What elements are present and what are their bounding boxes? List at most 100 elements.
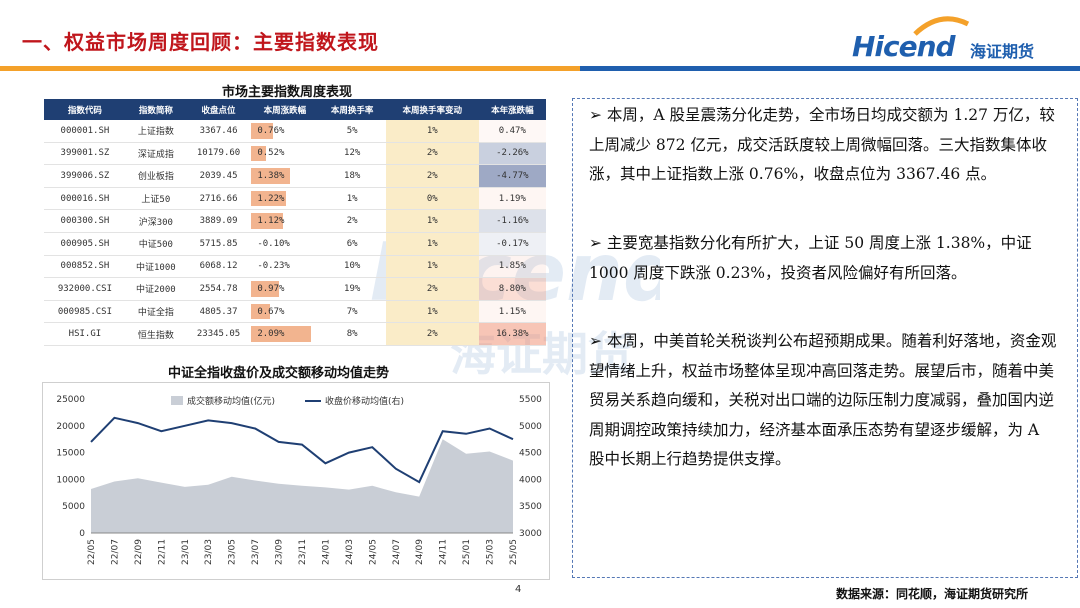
cell-close-value: 3367.46 [199,125,238,136]
x-tick-label: 25/03 [486,539,496,565]
cell-turnover: 6% [318,232,386,256]
cell-close: 4805.37 [185,300,252,324]
cell-turnover: 19% [318,277,386,301]
cell-turnover-value: 10% [344,261,361,272]
cell-code: 000001.SH [44,120,126,143]
cell-turnover-value: 6% [346,238,358,249]
cell-code-value: 000985.CSI [57,306,113,317]
cell-code-value: HSI.GI [68,329,102,340]
cell-turnover-chg: 2% [385,277,479,301]
cell-name: 上证指数 [125,120,186,143]
page-number: 4 [515,584,522,595]
cell-code-value: 000016.SH [60,193,110,204]
cell-week-chg-value: 1.22% [257,193,285,204]
y-right-tick-label: 3000 [519,529,542,539]
cell-turnover-chg-value: 1% [426,306,438,317]
week-chg-bar [251,326,312,342]
cell-turnover-chg: 0% [385,187,479,211]
cell-turnover-chg-value: 2% [426,170,438,181]
week-chg-bar [251,145,267,162]
cell-name-value: 沪深300 [138,217,173,228]
cell-close-value: 23345.05 [196,329,241,340]
cell-ytd: 16.38% [478,322,546,346]
cell-code: 000985.CSI [44,300,126,324]
cell-turnover: 8% [318,322,386,346]
cell-code: 399006.SZ [44,164,126,188]
x-tick-label: 23/09 [275,539,285,565]
cell-turnover-chg-value: 2% [426,148,438,159]
cell-turnover-chg-value: 1% [426,216,438,227]
cell-week-chg: 1.38% [251,164,319,188]
col-code: 指数代码 [44,99,126,120]
x-tick-label: 24/07 [392,539,402,565]
col-turnover: 本周换手率 [318,99,386,120]
cell-ytd: 0.47% [478,120,546,143]
cell-week-chg-value: -0.10% [257,238,290,249]
cell-name: 创业板指 [125,164,186,188]
cell-code-value: 932000.CSI [57,283,113,294]
week-chg-bar [251,123,274,139]
table-row: 399006.SZ 创业板指 2039.45 1.38% 18% 2% -4.77% [44,164,546,188]
cell-name: 中证500 [125,232,186,256]
commentary-paragraph-2: ➢ 主要宽基指数分化有所扩大，上证 50 周度上涨 1.38%，中证 1000 … [589,234,1032,282]
cell-name-value: 中证500 [138,240,173,251]
legend-area-swatch [171,396,183,405]
cell-ytd-value: 16.38% [496,329,529,340]
cell-week-chg-value: 0.97% [257,283,285,294]
cell-ytd: -1.16% [478,209,546,233]
cell-week-chg: 1.22% [251,187,319,211]
col-close: 收盘点位 [185,99,252,120]
cell-turnover: 10% [318,255,386,279]
cell-turnover-chg: 1% [385,300,479,324]
table-row: 000016.SH 上证50 2716.66 1.22% 1% 0% 1.19% [44,187,546,211]
cell-code-value: 399006.SZ [60,170,110,181]
x-tick-label: 24/11 [439,539,449,565]
x-tick-label: 22/09 [134,539,144,565]
x-tick-label: 24/09 [415,539,425,565]
cell-name: 中证1000 [125,255,186,279]
table-row: 000300.SH 沪深300 3889.09 1.12% 2% 1% -1.16% [44,209,546,233]
cell-week-chg-value: 1.12% [257,216,285,227]
cell-turnover-chg: 2% [385,164,479,188]
cell-name-value: 中证1000 [135,262,176,273]
series-close-line [90,416,514,484]
cell-turnover-chg: 1% [385,120,479,143]
x-tick-label: 22/07 [110,539,120,565]
y-left-tick-label: 5000 [62,502,85,512]
x-tick-label: 24/03 [345,539,355,565]
week-chg-bar [251,213,284,229]
y-right-tick-label: 5000 [519,422,542,432]
cell-turnover: 7% [318,300,386,324]
week-chg-bar [251,168,291,184]
y-right-tick-label: 5500 [519,395,542,405]
cell-close: 5715.85 [185,232,252,256]
cell-name: 中证全指 [125,300,186,324]
cell-ytd-value: 1.19% [498,193,526,204]
cell-ytd-value: 0.47% [498,125,526,136]
cell-close: 6068.12 [185,255,252,279]
x-tick-label: 23/07 [251,539,261,565]
logo-brand: Hicend [852,30,956,63]
col-week-chg: 本周涨跌幅 [251,99,319,120]
cell-ytd-value: 1.15% [498,306,526,317]
cell-code: 932000.CSI [44,277,126,301]
cell-name-value: 中证全指 [137,308,174,319]
x-tick-label: 23/11 [298,539,308,565]
cell-name-value: 创业板指 [137,172,174,183]
week-chg-bar [251,303,271,320]
cell-turnover-chg-value: 1% [426,125,438,136]
cell-turnover-chg: 2% [385,142,479,166]
y-left-tick-label: 20000 [56,422,85,432]
cell-code: 000300.SH [44,209,126,233]
cell-code: 000852.SH [44,255,126,279]
x-tick-label: 22/11 [157,539,167,565]
header-divider-orange [0,66,580,71]
cell-week-chg: -0.10% [251,232,319,256]
cell-close-value: 2716.66 [199,193,238,204]
cell-week-chg-value: 0.76% [257,125,285,136]
table-row: 000985.CSI 中证全指 4805.37 0.67% 7% 1% 1.15% [44,300,546,324]
company-logo: Hicend 海证期货 [852,16,1062,68]
header-divider-blue [580,66,1080,71]
cell-name-value: 深证成指 [137,149,174,160]
cell-close-value: 5715.85 [199,238,238,249]
